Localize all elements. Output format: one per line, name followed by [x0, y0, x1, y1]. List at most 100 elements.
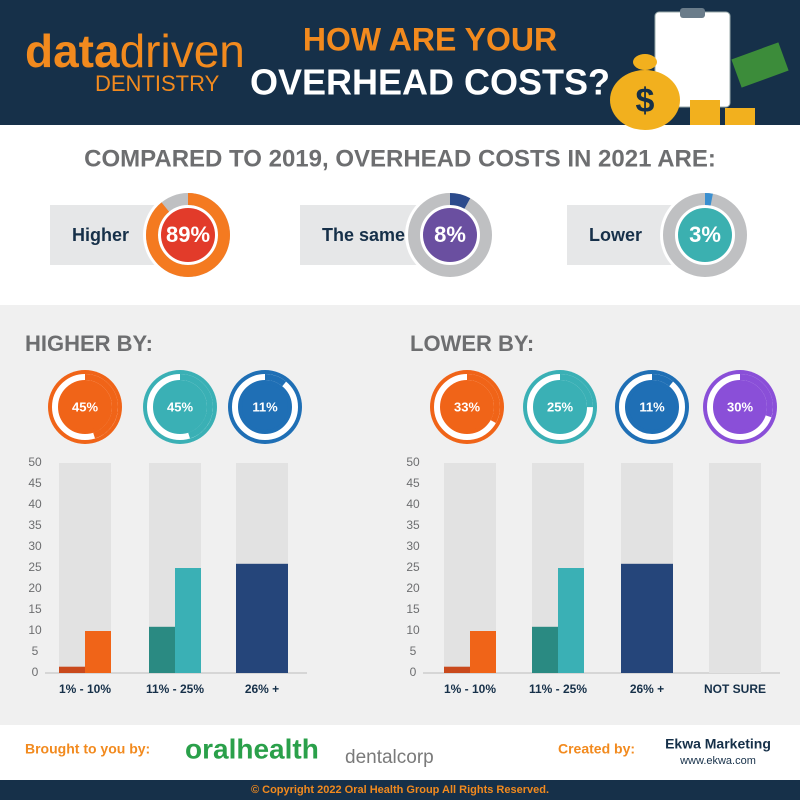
- brand-a: data: [25, 25, 120, 77]
- brand-sub: DENTISTRY: [95, 71, 220, 96]
- y-tick-label: 10: [28, 623, 42, 637]
- donut-center: [157, 384, 203, 430]
- creator: Ekwa Marketing: [665, 736, 771, 752]
- donut-center: [62, 384, 108, 430]
- donut-label: 25%: [547, 399, 573, 414]
- bar: [149, 626, 175, 673]
- donut-arc: [434, 374, 500, 440]
- donut-arc: [52, 374, 118, 440]
- y-tick-label: 45: [28, 476, 42, 490]
- y-tick-label: 40: [406, 497, 420, 511]
- compare-title: COMPARED TO 2019, OVERHEAD COSTS IN 2021…: [84, 145, 716, 172]
- donut-label: 30%: [727, 399, 753, 414]
- donut-label: 89%: [166, 222, 210, 247]
- clip: [680, 8, 705, 18]
- donut-label: 45%: [167, 399, 193, 414]
- bar: [236, 563, 288, 673]
- donut-label: 45%: [72, 399, 98, 414]
- bill: [731, 42, 789, 88]
- donut-arc: [527, 374, 593, 440]
- dollar-sign: $: [636, 82, 655, 120]
- coins: [725, 108, 755, 125]
- donut-label: 33%: [454, 399, 480, 414]
- bar: [85, 631, 111, 673]
- y-tick-label: 0: [410, 665, 417, 679]
- x-tick-label: 26% +: [630, 682, 664, 696]
- y-tick-label: 20: [406, 581, 420, 595]
- donut-center: [242, 384, 288, 430]
- y-tick-label: 50: [28, 455, 42, 469]
- title-line1: HOW ARE YOUR: [303, 21, 557, 57]
- section-title: LOWER BY:: [410, 331, 534, 356]
- y-tick-label: 0: [32, 665, 39, 679]
- donut-center: [678, 208, 732, 262]
- y-tick-label: 20: [28, 581, 42, 595]
- y-tick-label: 40: [28, 497, 42, 511]
- donut-label: 11%: [252, 399, 278, 414]
- brand: datadriven: [25, 25, 245, 77]
- bag: [610, 70, 680, 130]
- x-tick-label: 26% +: [245, 682, 279, 696]
- charts-bg: [0, 305, 800, 725]
- title-line2: OVERHEAD COSTS?: [250, 62, 610, 103]
- donut-arc: [232, 374, 298, 440]
- donut-arc: [408, 193, 492, 277]
- x-tick-label: 11% - 25%: [146, 682, 204, 696]
- copyright-bg: [0, 780, 800, 800]
- x-tick-label: NOT SURE: [704, 682, 766, 696]
- y-tick-label: 45: [406, 476, 420, 490]
- bar: [444, 666, 470, 673]
- bag-top: [633, 54, 657, 70]
- x-tick-label: 1% - 10%: [59, 682, 111, 696]
- bar: [175, 568, 201, 673]
- donut-arc: [663, 193, 747, 277]
- donut-label: 8%: [434, 222, 466, 247]
- bar: [59, 666, 85, 673]
- compare-label: Higher: [72, 225, 129, 245]
- x-tick-label: 11% - 25%: [529, 682, 587, 696]
- y-tick-label: 35: [28, 518, 42, 532]
- copyright: © Copyright 2022 Oral Health Group All R…: [251, 784, 549, 796]
- x-tick-label: 1% - 10%: [444, 682, 496, 696]
- bar: [621, 563, 673, 673]
- donut-center: [444, 384, 490, 430]
- donut-arc: [147, 374, 213, 440]
- column-bg: [709, 463, 761, 673]
- bar: [470, 631, 496, 673]
- donut-arc: [707, 374, 773, 440]
- brand-b: driven: [120, 25, 245, 77]
- donut-arc: [619, 374, 685, 440]
- y-tick-label: 10: [406, 623, 420, 637]
- money-icon: $: [610, 8, 789, 130]
- donut-arc: [146, 193, 230, 277]
- donut-center: [161, 208, 215, 262]
- y-tick-label: 5: [410, 644, 417, 658]
- compare-label: The same: [322, 225, 405, 245]
- compare-label: Lower: [589, 225, 642, 245]
- y-tick-label: 25: [406, 560, 420, 574]
- y-tick-label: 35: [406, 518, 420, 532]
- donut-label: 11%: [639, 399, 665, 414]
- y-tick-label: 50: [406, 455, 420, 469]
- footer-bg: [0, 725, 800, 780]
- donut-center: [629, 384, 675, 430]
- y-tick-label: 25: [28, 560, 42, 574]
- y-tick-label: 5: [32, 644, 39, 658]
- section-title: HIGHER BY:: [25, 331, 153, 356]
- creator-url: www.ekwa.com: [679, 755, 756, 767]
- sponsor2: dentalcorp: [345, 747, 434, 768]
- bar: [532, 626, 558, 673]
- y-tick-label: 15: [28, 602, 42, 616]
- sponsor1: oralhealth: [185, 733, 319, 764]
- bar: [558, 568, 584, 673]
- created-by: Created by:: [558, 741, 635, 757]
- y-tick-label: 30: [28, 539, 42, 553]
- brought-by: Brought to you by:: [25, 741, 150, 757]
- donut-center: [423, 208, 477, 262]
- y-tick-label: 15: [406, 602, 420, 616]
- donut-center: [717, 384, 763, 430]
- donut-label: 3%: [689, 222, 721, 247]
- y-tick-label: 30: [406, 539, 420, 553]
